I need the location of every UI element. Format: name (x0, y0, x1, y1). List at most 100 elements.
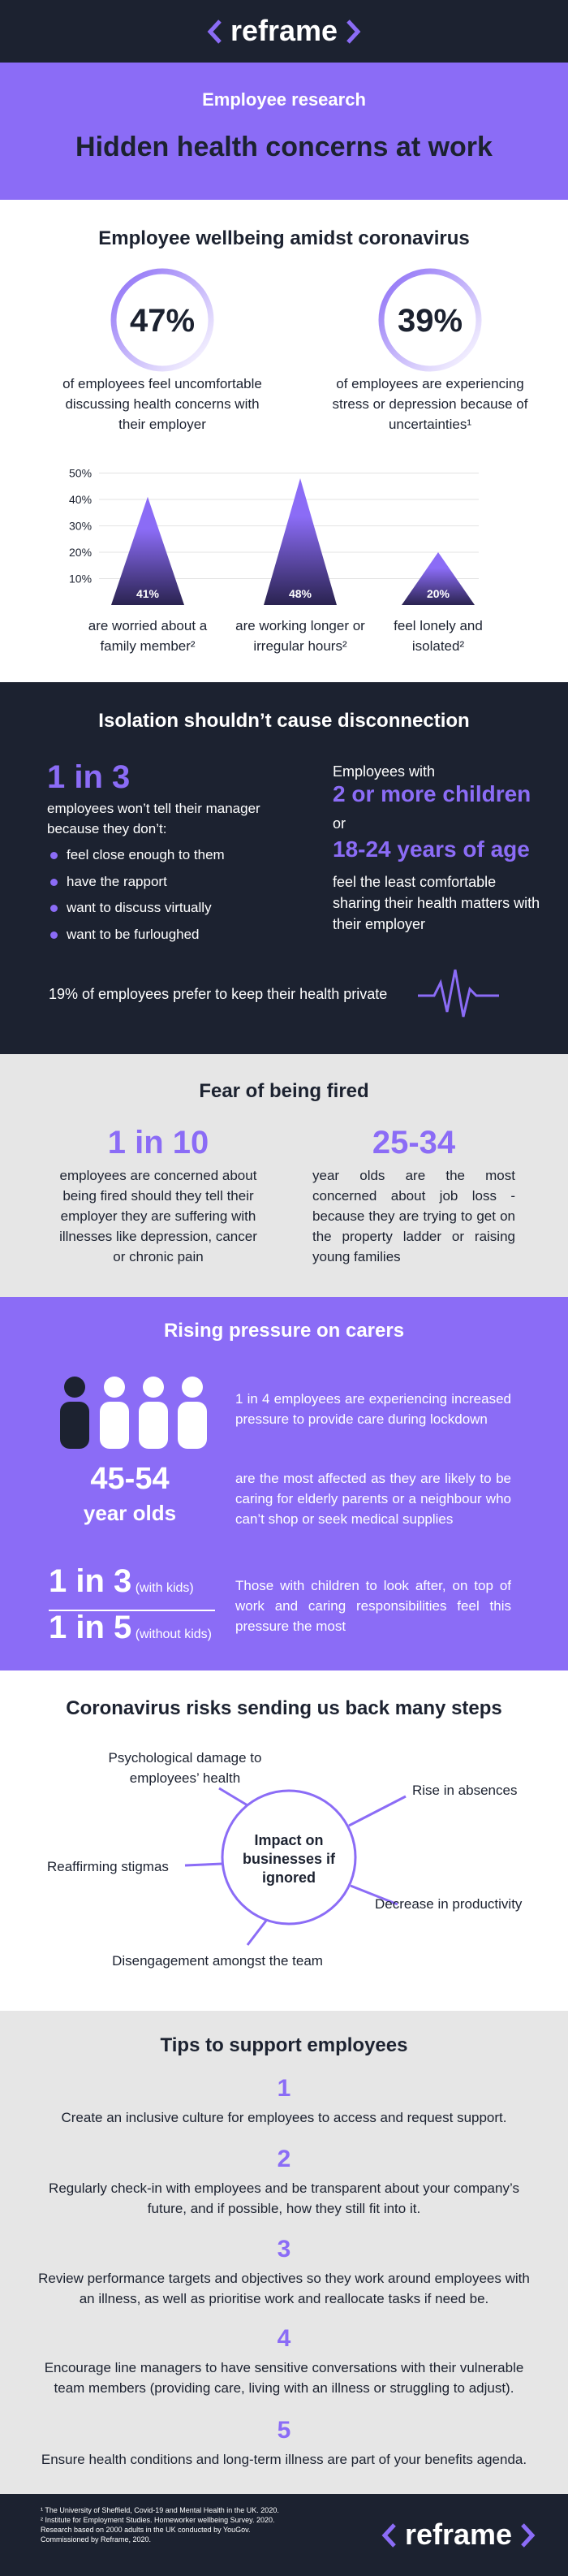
hero-bg (0, 63, 568, 200)
x-tick-label: feel lonely and isolated² (394, 618, 483, 654)
person (60, 1377, 89, 1449)
triangle-bar (402, 552, 475, 605)
x-tick-label: are working longer or irregular hours² (235, 618, 365, 654)
center-label: Impact on businesses if ignored (242, 1832, 336, 1886)
bullet (50, 931, 58, 939)
tips-bg (0, 2011, 568, 2494)
logo-text: reframe (230, 14, 338, 47)
stat-text: of employees are experiencing stress or … (332, 376, 528, 432)
y-tick-label: 10% (69, 573, 92, 586)
stat: 1 in 3 (with kids) (49, 1563, 194, 1600)
footer-bg (0, 2494, 568, 2576)
kicker: Employee research (202, 89, 366, 110)
logo: reframe (381, 2518, 536, 2551)
stat-value: 1 in 3 (47, 759, 131, 795)
heartbeat-icon (418, 969, 499, 1018)
risk-diagram (184, 1787, 407, 1946)
y-tick-label: 30% (69, 520, 92, 533)
stat-value: 45-54 (90, 1462, 170, 1496)
stat-note: (with kids) (135, 1581, 194, 1595)
bullet (50, 905, 58, 912)
chevron (381, 2523, 396, 2548)
hero-title: Hidden health concerns at work (75, 132, 493, 162)
chart: 10% 20% 30% 40% 50% 41% 48% 20% (69, 467, 479, 605)
value-label: 48% (289, 587, 312, 600)
tip-number: 2 (277, 2146, 291, 2172)
person (178, 1377, 207, 1449)
stat-text: employees are concerned about being fire… (59, 1168, 257, 1264)
text: Employees with (333, 763, 436, 780)
fear-bg (0, 1054, 568, 1297)
x-tick-label: are worried about a family member² (88, 618, 208, 654)
bullet (50, 878, 58, 886)
value-label: 20% (427, 587, 450, 600)
triangle-bar (264, 478, 337, 605)
footnote: Commissioned by Reframe, 2020. (41, 2535, 152, 2544)
logo: reframe (207, 14, 361, 47)
list-item: want to discuss virtually (67, 900, 212, 915)
highlight: 2 or more children (333, 781, 531, 806)
stat-text: employees won’t tell their manager becau… (47, 801, 260, 836)
text: or (333, 815, 346, 832)
stat-value: 1 in 5 (49, 1610, 132, 1645)
risk-item: Rise in absences (412, 1783, 518, 1798)
stat-text: year olds are the most concerned about j… (312, 1168, 515, 1264)
connector (350, 1884, 398, 1906)
y-tick-label: 50% (69, 467, 92, 480)
chevron (346, 19, 361, 44)
tip-text: Review performance targets and objective… (38, 2271, 530, 2306)
ring (110, 268, 214, 372)
logo-text: reframe (405, 2518, 512, 2551)
tip-text: Create an inclusive culture for employee… (61, 2110, 507, 2125)
people-icons (60, 1377, 207, 1449)
section-title: Employee wellbeing amidst coronavirus (98, 227, 470, 249)
footnote: Research based on 2000 adults in the UK … (41, 2526, 251, 2534)
bullet (50, 852, 58, 859)
connector (348, 1795, 407, 1827)
connector (218, 1787, 248, 1807)
text: Those with children to look after, on to… (235, 1578, 511, 1634)
tip-text: Regularly check-in with employees and be… (49, 2181, 519, 2216)
tip-number: 4 (277, 2325, 291, 2352)
y-tick-label: 20% (69, 546, 92, 559)
stat-value: 47% (130, 303, 195, 339)
section-title: Fear of being fired (199, 1080, 369, 1102)
stat-value: 39% (398, 303, 463, 339)
text: are the most affected as they are likely… (235, 1471, 511, 1527)
risk-item: Disengagement amongst the team (112, 1953, 323, 1969)
tip-text: Encourage line managers to have sensitiv… (44, 2360, 524, 2396)
tip-number: 5 (277, 2417, 291, 2444)
value-label: 41% (136, 587, 160, 600)
stat-text: of employees feel uncomfortable discussi… (62, 376, 262, 432)
triangle-bar (111, 496, 184, 605)
stat-sub: year olds (83, 1501, 177, 1525)
ring (378, 268, 482, 372)
section-title: Isolation shouldn’t cause disconnection (98, 710, 470, 732)
highlight: 18-24 years of age (333, 836, 530, 862)
list-item: want to be furloughed (67, 926, 200, 942)
section-title: Coronavirus risks sending us back many s… (66, 1697, 502, 1719)
tip-text: Ensure health conditions and long-term i… (41, 2452, 527, 2467)
person (100, 1377, 129, 1449)
chevron (207, 19, 222, 44)
stat: 1 in 5 (without kids) (49, 1610, 212, 1646)
stat-note: (without kids) (135, 1627, 212, 1641)
list-item: have the rapport (67, 873, 167, 889)
footnote: ² Institute for Employment Studies. Home… (41, 2516, 275, 2524)
heartbeat (418, 969, 499, 1018)
stat-value: 25-34 (372, 1125, 456, 1160)
section-title: Tips to support employees (160, 2034, 408, 2056)
connector (184, 1862, 223, 1867)
person (139, 1377, 168, 1449)
footnote: ¹ The University of Sheffield, Covid-19 … (41, 2506, 279, 2514)
stat-value: 1 in 3 (49, 1563, 132, 1599)
header-bg (0, 0, 568, 63)
chevron (521, 2523, 536, 2548)
tip-number: 3 (277, 2236, 291, 2263)
stat-value: 1 in 10 (107, 1125, 209, 1160)
stat-rings: 47% 39% (110, 268, 482, 372)
y-tick-label: 40% (69, 493, 92, 506)
risk-item: Decrease in productivity (375, 1896, 523, 1912)
divider (49, 1610, 215, 1611)
